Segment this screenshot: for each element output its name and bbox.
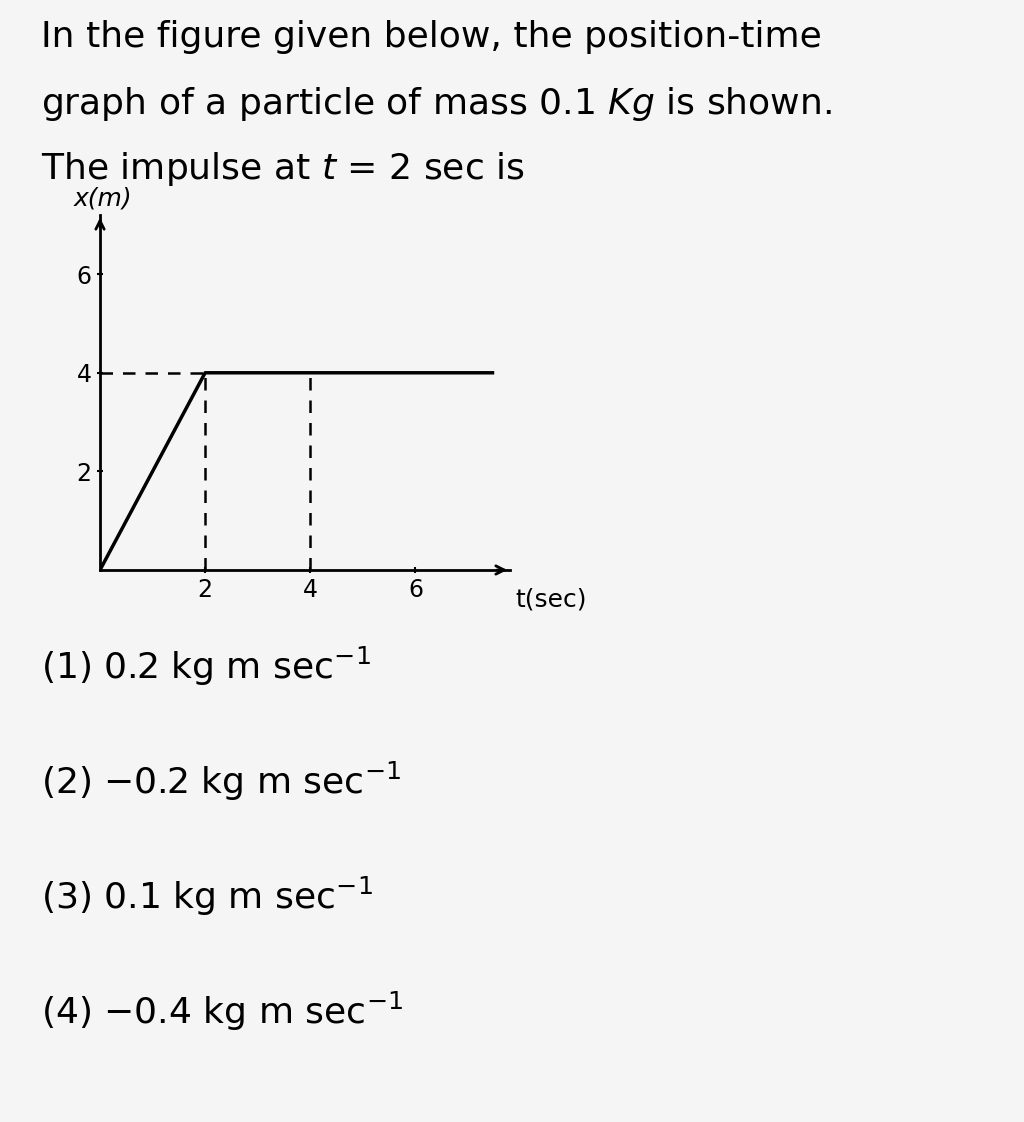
Text: (3) 0.1 kg m sec$^{-1}$: (3) 0.1 kg m sec$^{-1}$ — [41, 875, 373, 918]
Text: (2) −0.2 kg m sec$^{-1}$: (2) −0.2 kg m sec$^{-1}$ — [41, 760, 401, 803]
Text: The impulse at $t$ = 2 sec is: The impulse at $t$ = 2 sec is — [41, 150, 524, 188]
Text: (4) −0.4 kg m sec$^{-1}$: (4) −0.4 kg m sec$^{-1}$ — [41, 990, 403, 1033]
Text: t(sec): t(sec) — [515, 587, 587, 611]
Text: graph of a particle of mass 0.1 $\mathit{Kg}$ is shown.: graph of a particle of mass 0.1 $\mathit… — [41, 85, 831, 123]
Text: (1) 0.2 kg m sec$^{-1}$: (1) 0.2 kg m sec$^{-1}$ — [41, 645, 371, 688]
Text: x(m): x(m) — [74, 186, 132, 210]
Text: In the figure given below, the position-time: In the figure given below, the position-… — [41, 20, 821, 54]
